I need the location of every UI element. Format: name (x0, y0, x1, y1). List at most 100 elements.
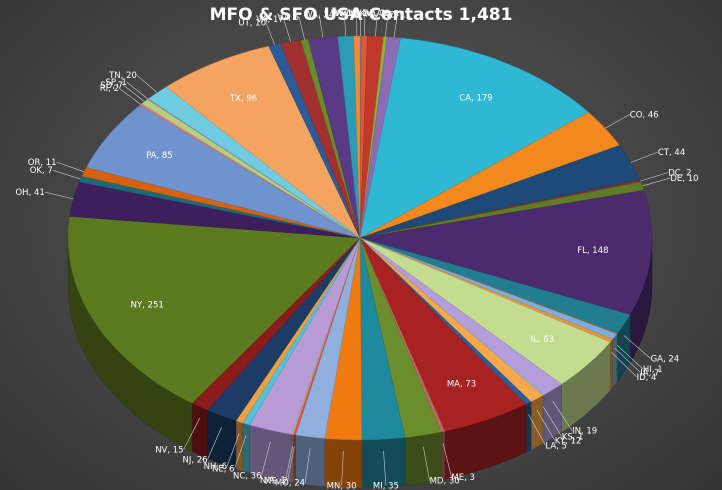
data-label-me: ME, 3 (451, 473, 475, 483)
leader-line-ct (630, 151, 659, 163)
pie-side-la (525, 401, 532, 453)
data-label-co: CO, 46 (630, 110, 659, 120)
leader-line-ky (536, 410, 555, 441)
leader-line-tn (136, 74, 158, 93)
pie-slice-il (359, 237, 611, 385)
data-label-la: LA, 5 (545, 441, 567, 451)
leader-line-or (56, 161, 85, 173)
pie-side-nv (191, 402, 208, 459)
leader-line-in (552, 401, 573, 431)
leader-line-al (375, 13, 378, 37)
chart-title: MFO & SFO USA Contacts 1,481 (209, 5, 513, 25)
data-label-pa: PA, 85 (146, 151, 173, 161)
pie-slice-pa (86, 104, 361, 239)
data-label-ks: KS, 1 (562, 433, 584, 443)
leader-line-dc (640, 172, 669, 182)
leader-line-id (611, 351, 637, 378)
data-label-wi: WI, 13 (331, 9, 358, 19)
data-label-ca: CA, 179 (459, 94, 492, 104)
leader-line-mo (304, 448, 311, 483)
data-label-ne: NE, 6 (212, 464, 235, 474)
leader-line-md (423, 446, 430, 481)
data-label-ri: RI, 2 (100, 84, 119, 94)
pie-slice-ma (359, 237, 527, 432)
pie-side-ne (242, 422, 250, 474)
data-label-va: VA, 17 (256, 15, 283, 25)
leader-line-ut (265, 22, 275, 45)
data-label-ak: AK, 5 (354, 9, 376, 19)
leader-line-nj (207, 427, 222, 460)
data-label-in: IN, 19 (572, 427, 597, 437)
data-label-or: OR, 11 (28, 158, 57, 168)
pie-side-me (441, 430, 446, 481)
pie-slice-ny (67, 216, 361, 404)
data-label-tx: TX, 96 (229, 94, 257, 104)
leader-line-n-a (285, 445, 293, 481)
data-label-ok: OK, 7 (30, 166, 53, 176)
leader-line-ne (234, 435, 247, 469)
data-label-oh: OH, 41 (15, 188, 44, 198)
pie-side-walls (67, 237, 653, 489)
pie-side-ms (292, 434, 296, 484)
data-label-ut: UT, 10 (238, 19, 266, 29)
data-label-nv: NV, 15 (155, 446, 183, 456)
data-label-hi: HI, 1 (643, 365, 663, 375)
pie-side-ia (612, 333, 618, 388)
data-label-wy: WY, 5 (344, 9, 368, 19)
pie-slice-mi (359, 237, 406, 441)
pie-slice-co (359, 112, 620, 239)
data-label-ia: IA, 7 (640, 368, 659, 378)
data-label-dc: DC, 2 (668, 169, 691, 179)
data-label-id: ID, 4 (637, 373, 657, 383)
leader-line-sp (126, 81, 149, 100)
data-label-ga: GA, 24 (651, 355, 680, 365)
leader-line-ia (614, 347, 641, 373)
data-label-sd: SD, 7 (100, 81, 123, 91)
leader-line-mn (341, 451, 344, 486)
leader-line-co (605, 114, 630, 129)
leader-line-wi (344, 13, 347, 37)
data-label-mo: MO, 24 (275, 479, 305, 489)
leader-line-ri (118, 87, 142, 105)
data-label-ms: MS, 2 (264, 476, 288, 486)
data-label-ma: MA, 73 (447, 380, 476, 390)
leader-line-va (283, 19, 291, 42)
data-label-md: MD, 30 (430, 477, 460, 487)
data-label-ny: NY, 251 (131, 301, 164, 311)
leader-line-az (393, 14, 398, 38)
data-label-ky: KY, 12 (555, 437, 582, 447)
pie-side-nh (235, 420, 243, 472)
leader-line-ga (624, 335, 651, 359)
data-label-nc: NC, 36 (233, 471, 262, 481)
leader-line-ak (364, 12, 366, 37)
data-label-wa: WA, 24 (304, 11, 334, 21)
data-label-mi: MI, 35 (373, 481, 399, 490)
leader-line-oh (44, 191, 74, 200)
data-label-vt: VT, 6 (277, 13, 299, 23)
pie-slice-nc (249, 237, 361, 435)
data-label-ct: CT, 44 (658, 148, 685, 158)
pie-slice-md (359, 237, 442, 438)
data-label-tn: TN, 20 (108, 71, 137, 81)
pie-slice-fl (359, 190, 653, 315)
leader-line-ks (543, 406, 562, 437)
leader-line-vt (298, 16, 305, 40)
data-label-al: AL, 13 (364, 9, 391, 19)
data-label-nh: NH, 6 (204, 462, 228, 472)
leader-line-hi (616, 344, 644, 370)
data-label-mn: MN, 30 (327, 482, 357, 490)
pie-side-id (609, 338, 613, 391)
data-label-ar: AR, 3 (377, 10, 400, 20)
data-label-sp: SP, 1 (105, 78, 126, 88)
leader-line-la (528, 414, 546, 446)
leader-line-nc (261, 441, 271, 476)
pie-side-mn (324, 438, 363, 489)
data-label-de: DE, 10 (670, 174, 698, 184)
pie-slice-ca (359, 37, 589, 239)
pie-slices (67, 35, 653, 441)
data-label-il: IL, 63 (531, 335, 554, 345)
leader-line-ok (52, 169, 81, 180)
leader-line-mi (383, 450, 387, 486)
